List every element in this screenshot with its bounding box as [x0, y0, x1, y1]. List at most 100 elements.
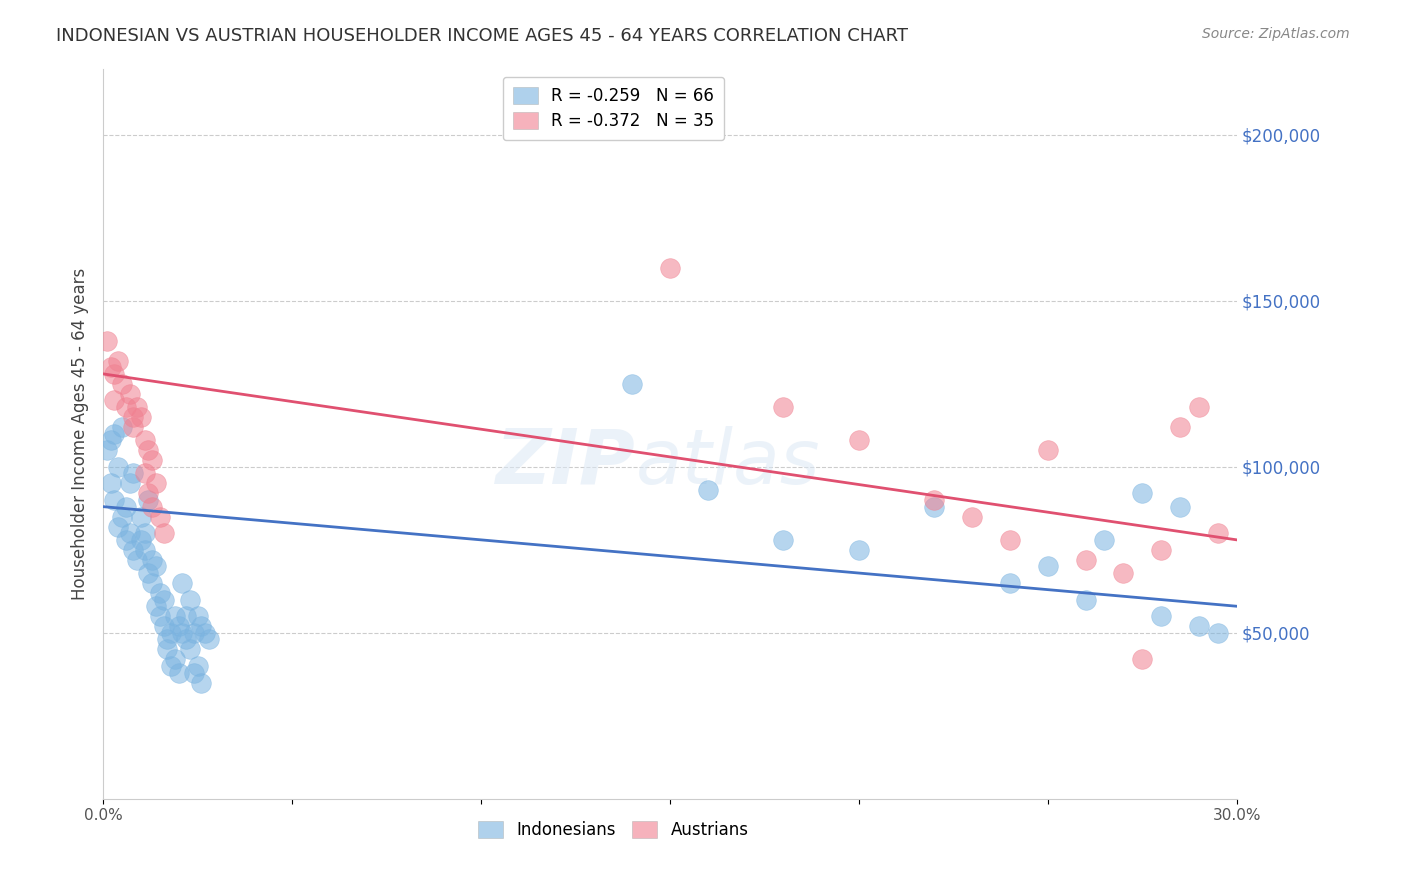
Point [172, 576, 194, 591]
Point [138, 566, 160, 580]
Point [134, 467, 156, 481]
Point [111, 509, 134, 524]
Point [96, 334, 118, 348]
Point [100, 360, 122, 375]
Text: atlas: atlas [636, 425, 821, 500]
Point [1188, 400, 1211, 414]
Point [924, 493, 946, 508]
Text: INDONESIAN VS AUSTRIAN HOUSEHOLDER INCOME AGES 45 - 64 YEARS CORRELATION CHART: INDONESIAN VS AUSTRIAN HOUSEHOLDER INCOM… [56, 27, 908, 45]
Point [167, 619, 190, 633]
Point [160, 625, 183, 640]
Point [998, 576, 1021, 591]
Point [1168, 500, 1191, 514]
Point [1074, 553, 1097, 567]
Point [156, 632, 179, 647]
Y-axis label: Householder Income Ages 45 - 64 years: Householder Income Ages 45 - 64 years [72, 268, 89, 599]
Point [138, 443, 160, 458]
Point [138, 493, 160, 508]
Point [1094, 533, 1116, 547]
Point [141, 553, 163, 567]
Point [1036, 443, 1059, 458]
Point [152, 592, 174, 607]
Point [174, 609, 197, 624]
Point [111, 376, 134, 391]
Point [122, 542, 145, 557]
Point [100, 476, 122, 491]
Point [187, 659, 209, 673]
Point [696, 483, 718, 497]
Point [107, 353, 129, 368]
Point [1206, 526, 1229, 541]
Point [1150, 542, 1173, 557]
Point [1168, 420, 1191, 434]
Text: ZIP: ZIP [496, 425, 636, 500]
Point [145, 476, 167, 491]
Point [1036, 559, 1059, 574]
Point [127, 553, 149, 567]
Point [103, 493, 125, 508]
Point [152, 526, 174, 541]
Point [156, 642, 179, 657]
Point [118, 476, 141, 491]
Point [103, 393, 125, 408]
Point [149, 586, 172, 600]
Point [118, 386, 141, 401]
Point [149, 509, 172, 524]
Point [179, 642, 201, 657]
Point [141, 500, 163, 514]
Point [1130, 652, 1153, 666]
Point [924, 500, 946, 514]
Point [129, 533, 152, 547]
Point [118, 526, 141, 541]
Point [621, 376, 644, 391]
Point [772, 533, 794, 547]
Point [100, 434, 122, 448]
Point [1206, 625, 1229, 640]
Point [179, 592, 201, 607]
Point [149, 609, 172, 624]
Point [194, 625, 217, 640]
Point [96, 443, 118, 458]
Point [103, 367, 125, 381]
Point [1150, 609, 1173, 624]
Point [163, 609, 186, 624]
Point [1130, 486, 1153, 500]
Point [122, 420, 145, 434]
Point [1112, 566, 1135, 580]
Point [183, 665, 205, 680]
Legend: R = -0.259   N = 66, R = -0.372   N = 35: R = -0.259 N = 66, R = -0.372 N = 35 [502, 77, 724, 140]
Point [114, 533, 136, 547]
Point [122, 410, 145, 425]
Point [167, 665, 190, 680]
Point [848, 542, 870, 557]
Point [134, 542, 156, 557]
Point [658, 260, 681, 275]
Point [172, 625, 194, 640]
Point [122, 467, 145, 481]
Point [127, 400, 149, 414]
Point [1074, 592, 1097, 607]
Point [103, 426, 125, 441]
Point [198, 632, 221, 647]
Point [174, 632, 197, 647]
Point [190, 619, 212, 633]
Point [145, 559, 167, 574]
Point [111, 420, 134, 434]
Point [129, 509, 152, 524]
Point [960, 509, 983, 524]
Point [183, 625, 205, 640]
Point [145, 599, 167, 614]
Point [1188, 619, 1211, 633]
Point [187, 609, 209, 624]
Point [107, 519, 129, 533]
Point [134, 526, 156, 541]
Point [190, 675, 212, 690]
Point [114, 500, 136, 514]
Point [152, 619, 174, 633]
Point [129, 410, 152, 425]
Point [160, 659, 183, 673]
Point [114, 400, 136, 414]
Point [772, 400, 794, 414]
Point [163, 652, 186, 666]
Point [134, 434, 156, 448]
